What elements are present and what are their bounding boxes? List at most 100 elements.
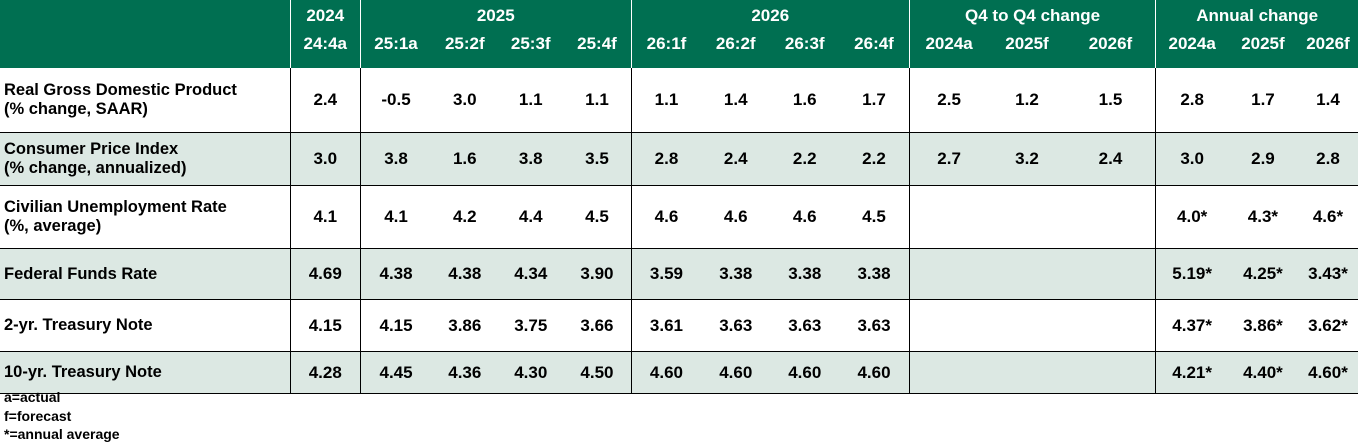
table-cell: 1.1 bbox=[563, 68, 632, 133]
table-cell: 4.21* bbox=[1155, 351, 1228, 394]
table-cell: 4.28 bbox=[289, 351, 361, 394]
table-cell: 3.59 bbox=[630, 248, 702, 300]
column-header: 25:4f bbox=[563, 26, 632, 68]
table-cell: 3.63 bbox=[839, 299, 910, 352]
table-cell: 4.38 bbox=[359, 248, 432, 300]
header-corner bbox=[0, 0, 291, 68]
table-cell: 4.30 bbox=[498, 351, 564, 394]
table-cell bbox=[1065, 299, 1156, 352]
table-row: Consumer Price Index (% change, annualize… bbox=[0, 132, 1358, 186]
table-cell bbox=[988, 351, 1066, 394]
table-cell: 4.5 bbox=[839, 185, 910, 249]
table-cell: 1.7 bbox=[839, 68, 910, 133]
row-label: Federal Funds Rate bbox=[0, 248, 291, 300]
column-header: 2024a bbox=[908, 26, 989, 68]
table-cell: 2.4 bbox=[1065, 132, 1156, 186]
column-header: 2026f bbox=[1065, 26, 1156, 68]
table-cell: 3.2 bbox=[988, 132, 1066, 186]
row-label-line2: (%, average) bbox=[4, 217, 102, 235]
table-cell: 3.8 bbox=[359, 132, 432, 186]
row-label-line1: 2-yr. Treasury Note bbox=[4, 316, 153, 334]
row-label-line1: Federal Funds Rate bbox=[4, 264, 158, 283]
table-cell: 1.7 bbox=[1227, 68, 1298, 133]
table-cell: 4.60 bbox=[770, 351, 840, 394]
table-cell: 4.60* bbox=[1297, 351, 1358, 394]
table-cell: 3.38 bbox=[839, 248, 910, 300]
table-cell: 3.0 bbox=[289, 132, 361, 186]
table-cell bbox=[1065, 185, 1156, 249]
forecast-table: 2024 2025 2026 Q4 to Q4 change Annual ch… bbox=[0, 0, 1358, 394]
table-row: 10-yr. Treasury Note 4.28 4.45 4.36 4.30… bbox=[0, 351, 1358, 394]
table-cell: 3.90 bbox=[563, 248, 632, 300]
header-group-2025: 2025 bbox=[359, 0, 632, 26]
table-row: Civilian Unemployment Rate (%, average) 4… bbox=[0, 185, 1358, 249]
table-row: Real Gross Domestic Product (% change, SA… bbox=[0, 68, 1358, 133]
table-cell: 4.2 bbox=[431, 185, 499, 249]
table-cell: 3.63 bbox=[770, 299, 840, 352]
header-group-q4-change: Q4 to Q4 change bbox=[908, 0, 1156, 26]
column-header: 25:2f bbox=[431, 26, 499, 68]
table-cell: 3.38 bbox=[701, 248, 771, 300]
table-cell: 3.66 bbox=[563, 299, 632, 352]
table-cell: 2.2 bbox=[839, 132, 910, 186]
table-row: Federal Funds Rate 4.69 4.38 4.38 4.34 3… bbox=[0, 248, 1358, 300]
table-cell bbox=[908, 185, 989, 249]
table-cell: 4.3* bbox=[1227, 185, 1298, 249]
table-cell: 2.8 bbox=[1297, 132, 1358, 186]
table-body: Real Gross Domestic Product (% change, SA… bbox=[0, 68, 1358, 394]
table-cell: 3.5 bbox=[563, 132, 632, 186]
table-cell: 1.4 bbox=[1297, 68, 1358, 133]
footnotes: a=actual f=forecast *=annual average bbox=[4, 388, 120, 444]
table-cell: 3.38 bbox=[770, 248, 840, 300]
table-cell: 4.60 bbox=[630, 351, 702, 394]
table-cell bbox=[988, 299, 1066, 352]
table-cell bbox=[988, 248, 1066, 300]
table-cell: 4.36 bbox=[431, 351, 499, 394]
table-row: 2-yr. Treasury Note 4.15 4.15 3.86 3.75 … bbox=[0, 299, 1358, 352]
table-cell: 4.40* bbox=[1227, 351, 1298, 394]
table-header: 2024 2025 2026 Q4 to Q4 change Annual ch… bbox=[0, 0, 1358, 68]
table-cell bbox=[908, 248, 989, 300]
row-label-line1: Consumer Price Index bbox=[4, 140, 179, 158]
table-cell bbox=[988, 185, 1066, 249]
table-cell: 4.4 bbox=[498, 185, 564, 249]
table-cell: 1.4 bbox=[701, 68, 771, 133]
table-cell: 4.15 bbox=[359, 299, 432, 352]
table-cell: 4.1 bbox=[359, 185, 432, 249]
footnote-annual-average: *=annual average bbox=[4, 426, 120, 442]
table-cell: 4.34 bbox=[498, 248, 564, 300]
footnote-forecast: f=forecast bbox=[4, 407, 72, 424]
table-cell: 3.61 bbox=[630, 299, 702, 352]
table-cell: 4.50 bbox=[563, 351, 632, 394]
header-group-2024: 2024 bbox=[289, 0, 361, 26]
row-label: 10-yr. Treasury Note bbox=[0, 351, 291, 394]
table-cell: 4.37* bbox=[1155, 299, 1228, 352]
table-cell: 2.4 bbox=[289, 68, 361, 133]
table-cell: 2.7 bbox=[908, 132, 989, 186]
table-cell: 4.60 bbox=[701, 351, 771, 394]
table-cell bbox=[908, 351, 989, 394]
table-cell: 2.8 bbox=[1155, 68, 1228, 133]
table-cell: 4.6 bbox=[770, 185, 840, 249]
table-cell: 4.69 bbox=[289, 248, 361, 300]
table-cell: 4.6 bbox=[630, 185, 702, 249]
table-cell: 3.8 bbox=[498, 132, 564, 186]
row-label-line1: Civilian Unemployment Rate bbox=[4, 198, 227, 216]
column-header: 2025f bbox=[988, 26, 1066, 68]
table-cell: 4.45 bbox=[359, 351, 432, 394]
row-label: Civilian Unemployment Rate (%, average) bbox=[0, 185, 291, 249]
table-cell: 3.86* bbox=[1227, 299, 1298, 352]
column-header: 26:4f bbox=[839, 26, 910, 68]
table-cell: 1.5 bbox=[1065, 68, 1156, 133]
row-label: 2-yr. Treasury Note bbox=[0, 299, 291, 352]
table-cell: 5.19* bbox=[1155, 248, 1228, 300]
table-cell: 4.1 bbox=[289, 185, 361, 249]
table-cell: 3.86 bbox=[431, 299, 499, 352]
table-cell: 1.2 bbox=[988, 68, 1066, 133]
table-cell: 3.0 bbox=[431, 68, 499, 133]
row-label-line2: (% change, annualized) bbox=[4, 159, 187, 177]
table-cell: 3.63 bbox=[701, 299, 771, 352]
table-cell: 4.0* bbox=[1155, 185, 1228, 249]
table-cell: 4.6 bbox=[701, 185, 771, 249]
table-cell: 1.1 bbox=[498, 68, 564, 133]
